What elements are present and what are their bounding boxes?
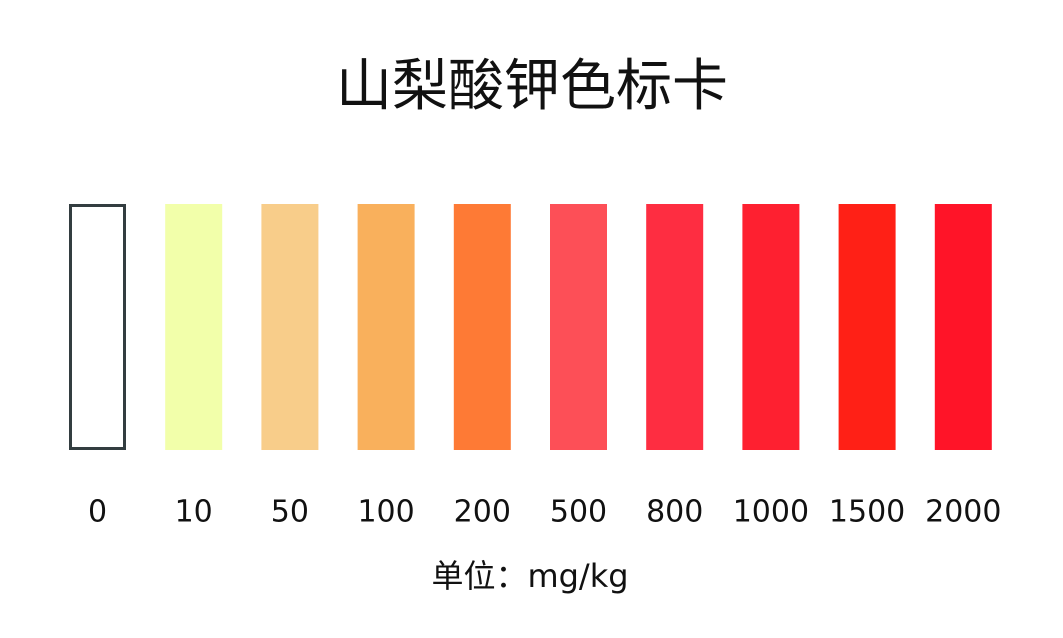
color-swatch	[357, 204, 415, 450]
color-swatch	[69, 204, 126, 450]
color-swatch	[165, 204, 223, 450]
color-swatch	[742, 204, 800, 450]
swatch-label: 50	[271, 495, 309, 530]
title: 山梨酸钾色标卡	[336, 54, 728, 119]
swatch-label: 800	[646, 495, 703, 530]
color-swatch	[453, 204, 511, 450]
color-swatch	[838, 204, 896, 450]
swatch-label: 2000	[925, 495, 1001, 530]
color-swatch	[934, 204, 992, 450]
swatch-label: 10	[175, 495, 213, 530]
color-swatch	[261, 204, 319, 450]
swatch-label: 1500	[829, 495, 905, 530]
swatch-label: 500	[550, 495, 607, 530]
swatch-label: 1000	[733, 495, 809, 530]
color-swatch	[550, 204, 607, 450]
unit-label: 单位：mg/kg	[431, 557, 628, 595]
swatch-label: 200	[454, 495, 511, 530]
swatch-label: 0	[88, 495, 107, 530]
color-swatch	[646, 204, 704, 450]
swatch-label: 100	[357, 495, 414, 530]
